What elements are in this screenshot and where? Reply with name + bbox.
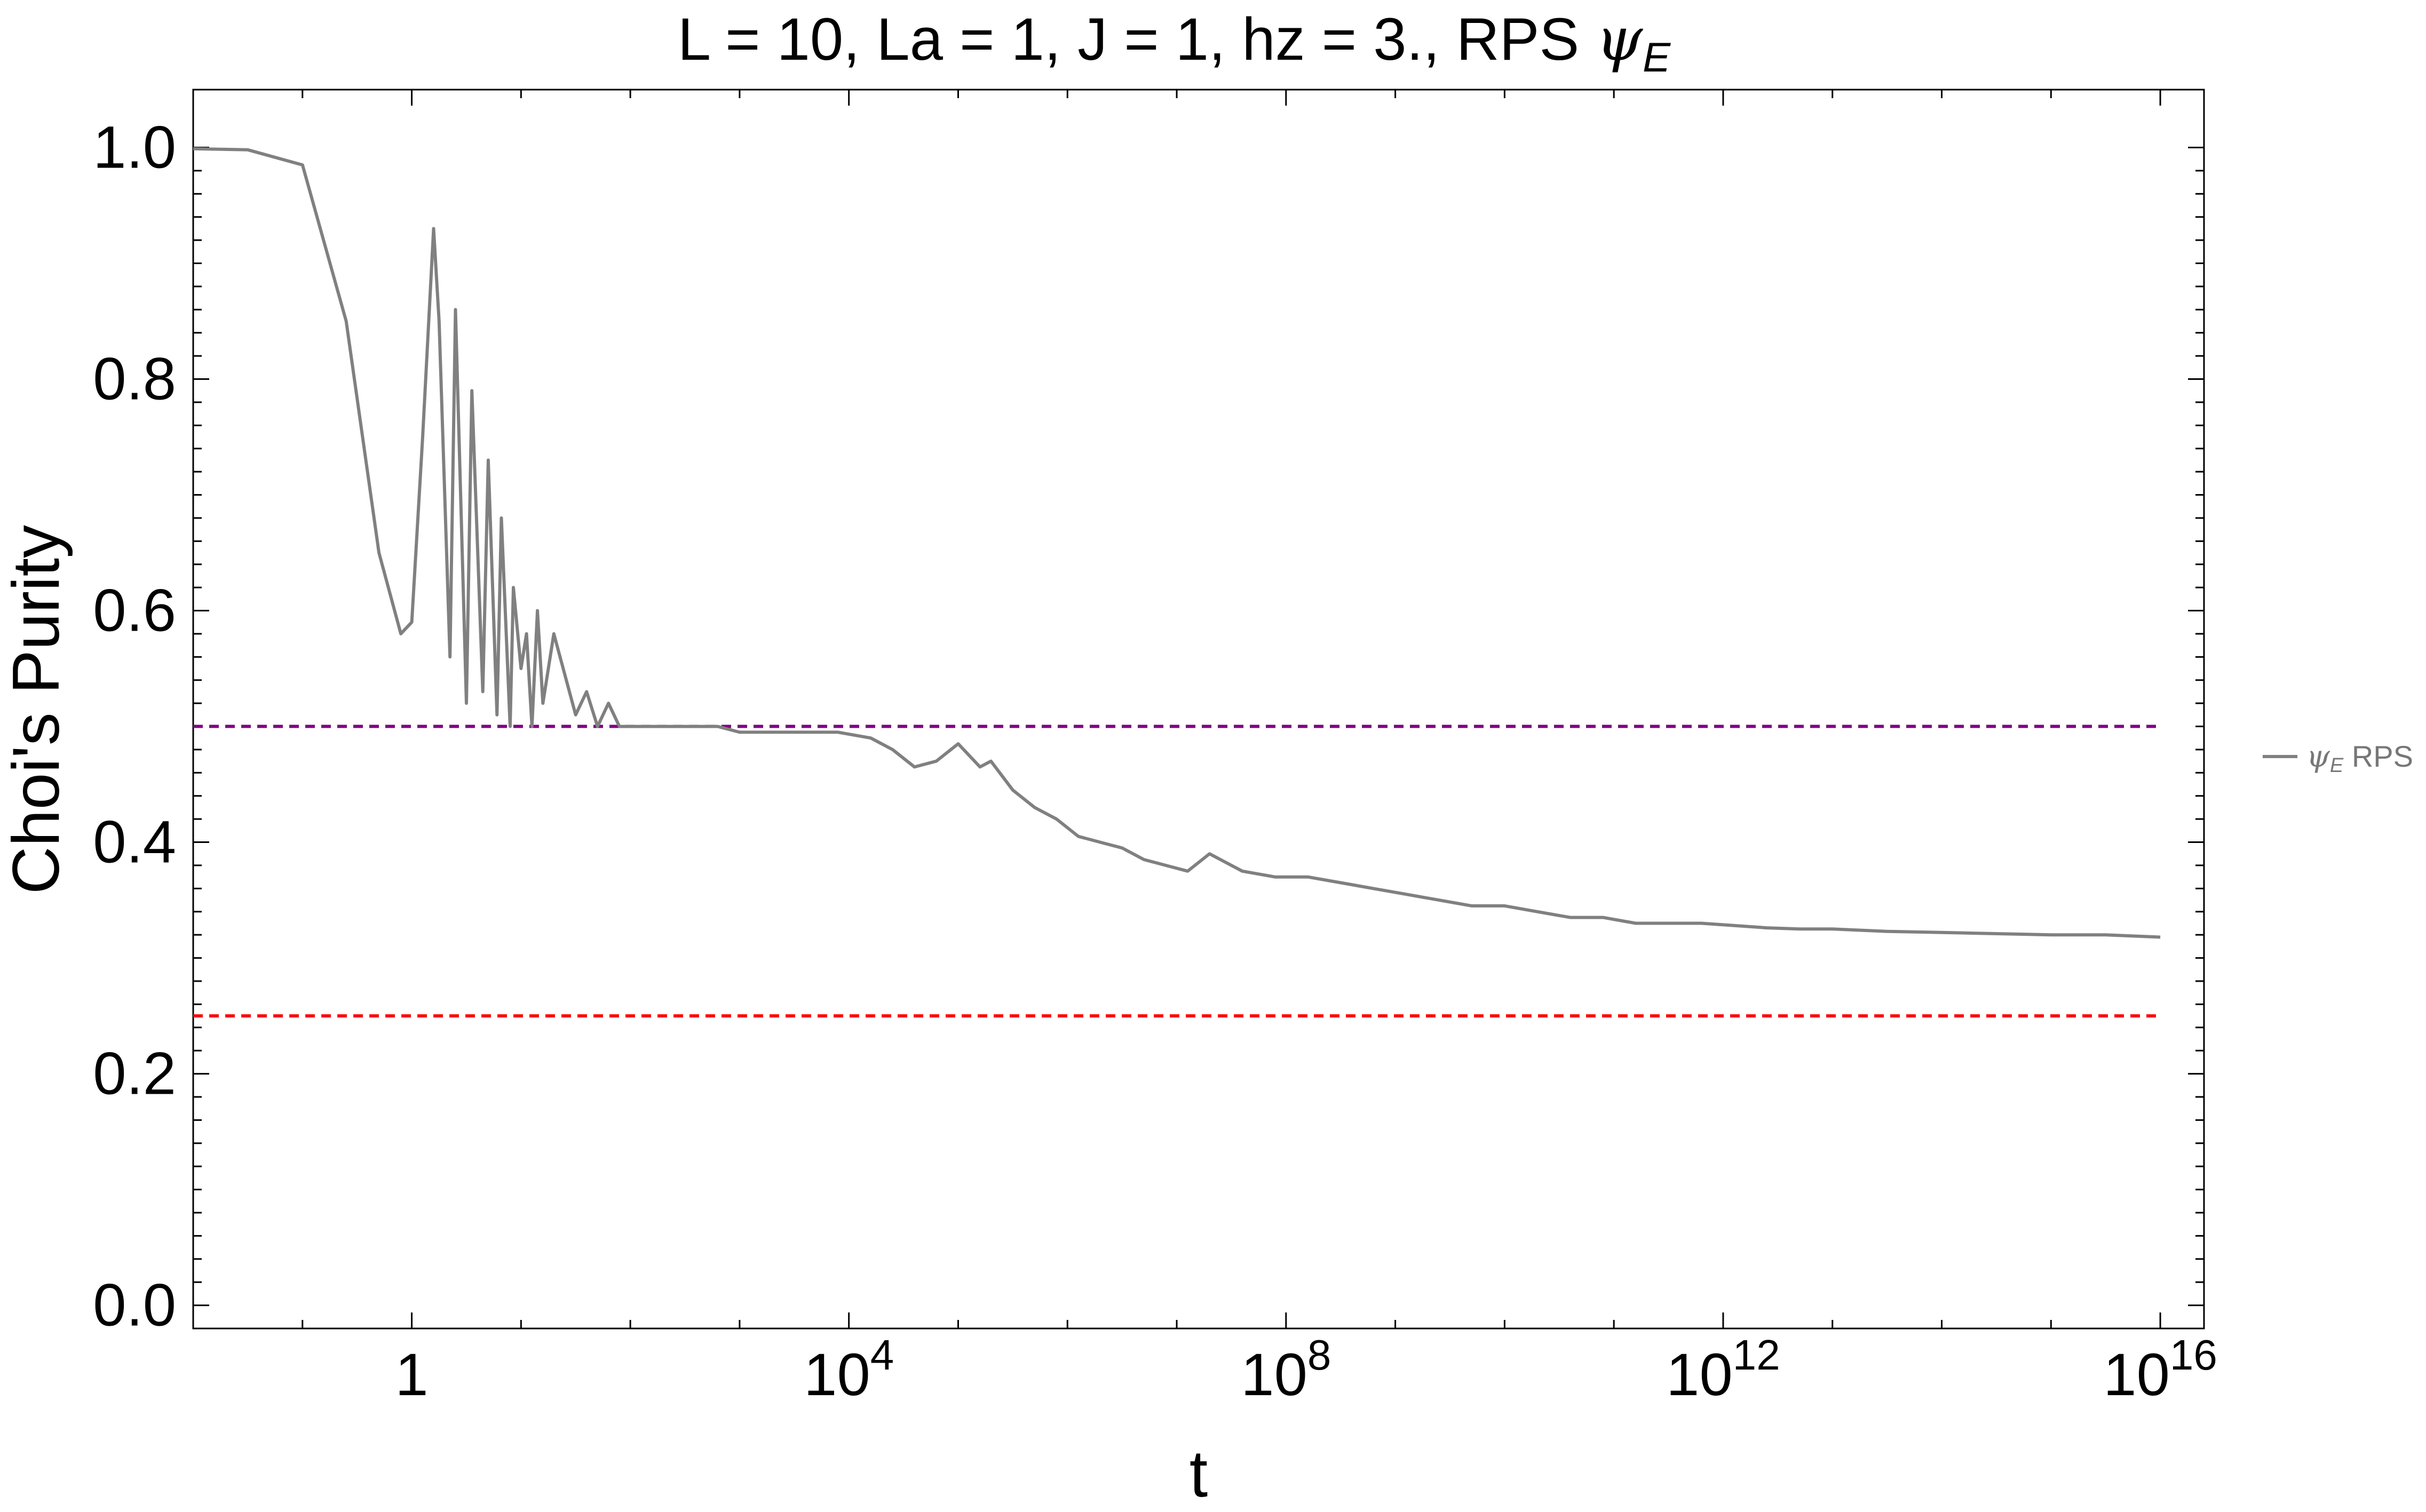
x-tick-label: 1012 [1666,1331,1780,1408]
reference-lines [193,725,2161,1018]
y-tick-label: 0.0 [93,1272,176,1339]
chart-title-subscript: E [1643,34,1671,81]
series-lines [193,147,2161,939]
y-tick-label: 0.4 [93,809,176,876]
legend-subscript: E [2330,754,2344,777]
x-tick-label: 1016 [2103,1331,2217,1408]
y-tick-label: 0.2 [93,1040,176,1107]
series-line [193,147,2161,939]
axis-ticks [192,90,2204,1328]
y-tick-label: 1.0 [93,114,176,181]
y-tick-label: 0.6 [93,577,176,644]
x-tick-label: 108 [1241,1331,1331,1408]
y-tick-label: 0.8 [93,346,176,412]
legend: ψE RPS [2263,739,2413,777]
chart-title: L = 10, La = 1, J = 1, hz = 3., RPS ψE [678,5,1671,81]
y-axis-label: Choi's Purity [0,525,73,894]
legend-label: ψE RPS [2306,739,2413,777]
chart-title-main: L = 10, La = 1, J = 1, hz = 3., RPS [678,6,1596,73]
axis-tick-labels: 0.0 0.2 0.4 0.6 0.8 1.0 1 104 108 1012 1016 [93,114,2217,1408]
chart-title-psi: ψ [1596,5,1643,74]
x-tick-label: 1 [395,1341,428,1408]
x-axis-label: t [1190,1437,1208,1511]
legend-text: RPS [2343,739,2413,773]
plot-frame [192,89,2205,1330]
x-tick-label: 104 [804,1331,894,1408]
legend-psi: ψ [2306,739,2330,774]
